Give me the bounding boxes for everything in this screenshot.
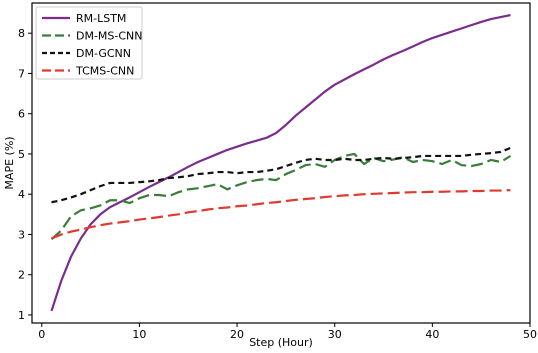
x-tick-label: 0 <box>38 328 45 341</box>
legend-label: RM-LSTM <box>76 12 126 25</box>
series-line-dm-ms-cnn <box>50 152 512 241</box>
plot-frame <box>31 2 531 324</box>
y-tick-label: 6 <box>18 108 25 121</box>
x-axis-label: Step (Hour) <box>249 336 313 349</box>
y-tick-label: 2 <box>18 269 25 282</box>
y-tick-label: 8 <box>18 27 25 40</box>
y-tick-label: 7 <box>18 67 25 80</box>
x-tick-label: 20 <box>230 328 244 341</box>
y-tick-label: 4 <box>18 188 25 201</box>
series-line-dm-gcnn <box>51 146 511 204</box>
legend-label: TCMS-CNN <box>75 65 134 78</box>
series-line-tcms-cnn <box>51 189 511 240</box>
axes-layer: 0 10 20 30 40 50 1 2 3 4 5 6 7 8 <box>18 27 537 341</box>
legend-items: RM-LSTM DM-MS-CNN DM-GCNN TCMS-CNN <box>42 12 143 78</box>
x-tick-label: 10 <box>132 328 146 341</box>
legend: RM-LSTM DM-MS-CNN DM-GCNN TCMS-CNN <box>35 6 143 80</box>
series-line-rm-lstm <box>50 14 511 312</box>
y-tick-label: 3 <box>18 228 25 241</box>
y-axis-label: MAPE (%) <box>3 136 16 189</box>
series-layer <box>50 14 512 312</box>
y-tick-label: 5 <box>18 148 25 161</box>
x-tick-label: 40 <box>425 328 439 341</box>
legend-box <box>35 6 143 80</box>
x-tick-label: 30 <box>328 328 342 341</box>
y-tick-label: 1 <box>18 309 25 322</box>
x-tick-label: 50 <box>523 328 537 341</box>
legend-label: DM-MS-CNN <box>76 30 143 43</box>
legend-label: DM-GCNN <box>76 47 131 60</box>
